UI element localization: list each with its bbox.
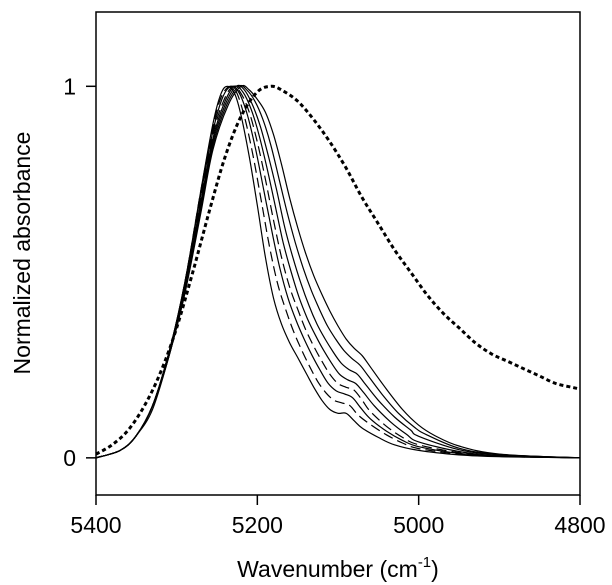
series-line-8-solid	[95, 84, 581, 459]
series-line-3-solid	[95, 85, 581, 459]
x-axis-title-close: )	[431, 556, 439, 582]
x-tick-label-5200: 5200	[232, 512, 283, 538]
series-line-5-solid	[95, 85, 581, 459]
axes	[95, 11, 581, 496]
x-axis-title-superscript: -1	[418, 554, 431, 571]
y-tick-label-1: 1	[63, 73, 76, 99]
tick-labels: 5400 5200 5000 4800 0 1	[63, 73, 605, 538]
series-layer	[95, 84, 581, 459]
x-tick-label-5000: 5000	[393, 512, 444, 538]
x-axis-title: Wavenumber (cm-1)	[237, 554, 439, 582]
ticks	[86, 85, 581, 505]
y-tick-label-0: 0	[63, 445, 76, 471]
x-axis-title-main: Wavenumber (cm	[237, 556, 418, 582]
series-line-2-dashed	[95, 85, 581, 459]
x-tick-label-5400: 5400	[70, 512, 121, 538]
series-line-9-dotted	[95, 84, 581, 456]
series-line-4-dashed	[95, 85, 581, 459]
series-line-7-solid	[95, 84, 581, 459]
plot-frame	[95, 11, 581, 496]
y-axis-title: Normalized absorbance	[9, 132, 35, 375]
x-tick-label-4800: 4800	[554, 512, 605, 538]
